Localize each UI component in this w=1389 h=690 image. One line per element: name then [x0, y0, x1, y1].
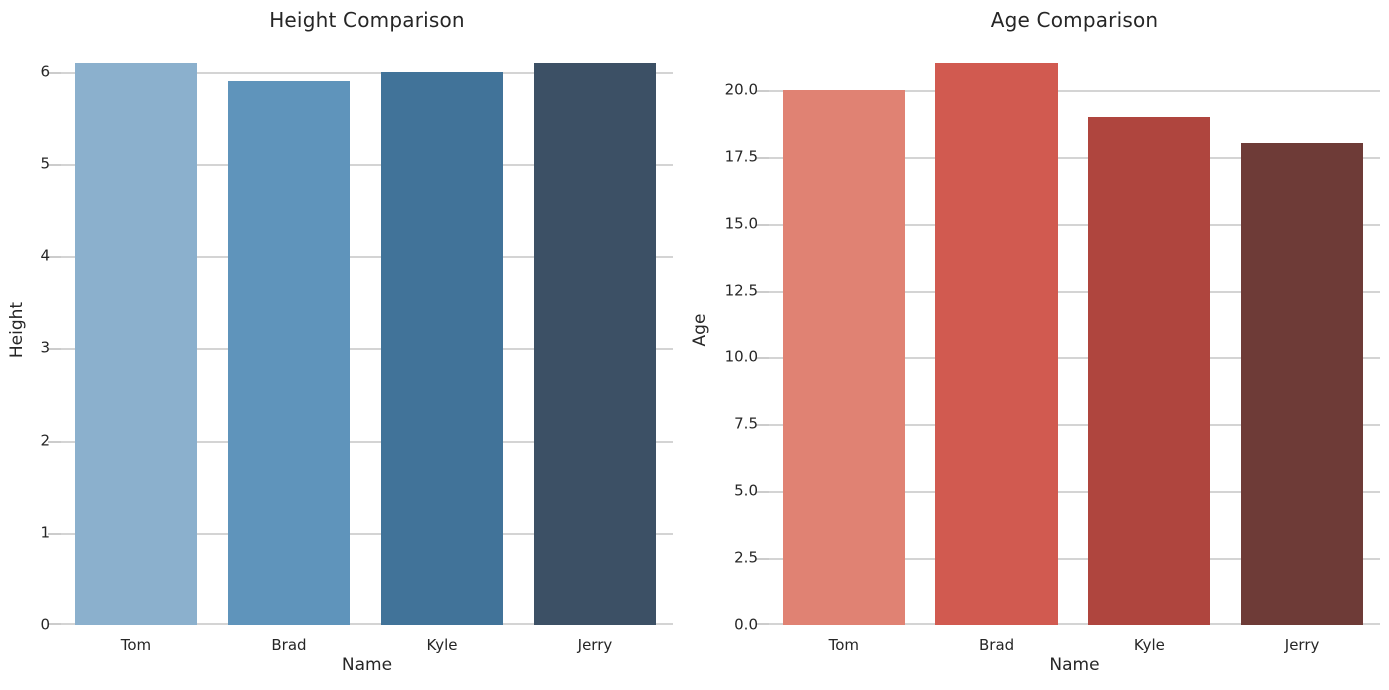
y-tick-label: 0.0: [734, 615, 758, 634]
y-tick-label: 2: [40, 431, 50, 450]
x-tick-label: Brad: [271, 636, 307, 654]
x-tick-label: Kyle: [426, 636, 458, 654]
y-tick-label: 5.0: [734, 481, 758, 500]
gridline: [769, 89, 1380, 92]
plot-area: 0 1 2 3 4 5 6 Tom Brad Kyle Jerry: [40, 35, 673, 654]
y-tick-mark: [48, 164, 61, 167]
height-comparison-chart: Height Comparison Height 0 1 2 3 4 5 6 Tom Brad K…: [0, 0, 694, 690]
bar-brad-age: [935, 63, 1058, 625]
gridline: [769, 424, 1380, 427]
gridline: [61, 348, 673, 351]
y-tick-label: 5: [40, 154, 50, 173]
y-tick-label: 7.5: [734, 414, 758, 433]
bar-kyle-age: [1088, 116, 1211, 625]
y-tick-label: 2.5: [734, 548, 758, 567]
y-tick-label: 1: [40, 523, 50, 542]
y-axis-label: Age: [690, 313, 710, 347]
chart-title: Age Comparison: [990, 8, 1159, 32]
y-tick-mark: [48, 71, 61, 74]
x-tick-label: Brad: [979, 636, 1015, 654]
y-tick-mark: [756, 89, 769, 92]
y-tick-mark: [756, 491, 769, 494]
bar-kyle-height: [380, 71, 504, 625]
gridline: [61, 532, 673, 535]
x-tick-label: Kyle: [1133, 636, 1165, 654]
bar-brad-height: [227, 81, 351, 625]
bar-jerry-height: [533, 62, 657, 625]
gridline: [61, 164, 673, 167]
y-tick-mark: [756, 223, 769, 226]
chart-title: Height Comparison: [269, 8, 465, 32]
y-tick-mark: [48, 532, 61, 535]
x-axis-label: Name: [1049, 655, 1100, 675]
y-tick-label: 6: [40, 62, 50, 81]
y-tick-label: 20.0: [724, 80, 758, 99]
y-tick-mark: [756, 558, 769, 561]
y-tick-label: 10.0: [724, 347, 758, 366]
gridline: [769, 623, 1380, 625]
x-tick-label: Jerry: [577, 636, 613, 654]
y-tick-mark: [756, 290, 769, 293]
bar-tom-height: [74, 62, 198, 625]
gridline: [61, 623, 673, 625]
bar-jerry-age: [1240, 143, 1364, 625]
y-tick-label: 3: [40, 338, 50, 357]
age-comparison-chart: Age Comparison Age 0.0 2.5 5.0 7.5 10.0 12.5 1…: [690, 0, 1389, 690]
y-tick-mark: [756, 623, 769, 625]
y-tick-label: 15.0: [724, 214, 758, 233]
x-tick-label: Tom: [828, 636, 860, 654]
gridline: [769, 491, 1380, 494]
gridline: [61, 71, 673, 74]
y-tick-label: 0: [40, 615, 50, 634]
gridline: [769, 290, 1380, 293]
y-tick-mark: [756, 357, 769, 360]
y-tick-mark: [48, 623, 61, 625]
bar-tom-age: [782, 89, 905, 625]
plot-area: 0.0 2.5 5.0 7.5 10.0 12.5 15.0 17.5 20.0 Tom Brad K…: [725, 35, 1380, 654]
x-tick-label: Tom: [120, 636, 152, 654]
y-tick-mark: [756, 424, 769, 427]
y-tick-mark: [756, 156, 769, 159]
y-tick-label: 17.5: [724, 147, 758, 166]
y-tick-mark: [48, 440, 61, 443]
x-tick-label: Jerry: [1284, 636, 1320, 654]
y-tick-label: 12.5: [724, 281, 758, 300]
x-axis-label: Name: [341, 655, 393, 675]
gridline: [61, 256, 673, 259]
gridline: [769, 558, 1380, 561]
y-tick-mark: [48, 256, 61, 259]
gridline: [769, 223, 1380, 226]
y-axis-label: Height: [7, 301, 27, 359]
y-tick-label: 4: [40, 246, 50, 265]
gridline: [61, 440, 673, 443]
y-tick-mark: [48, 348, 61, 351]
gridline: [769, 156, 1380, 159]
gridline: [769, 357, 1380, 360]
